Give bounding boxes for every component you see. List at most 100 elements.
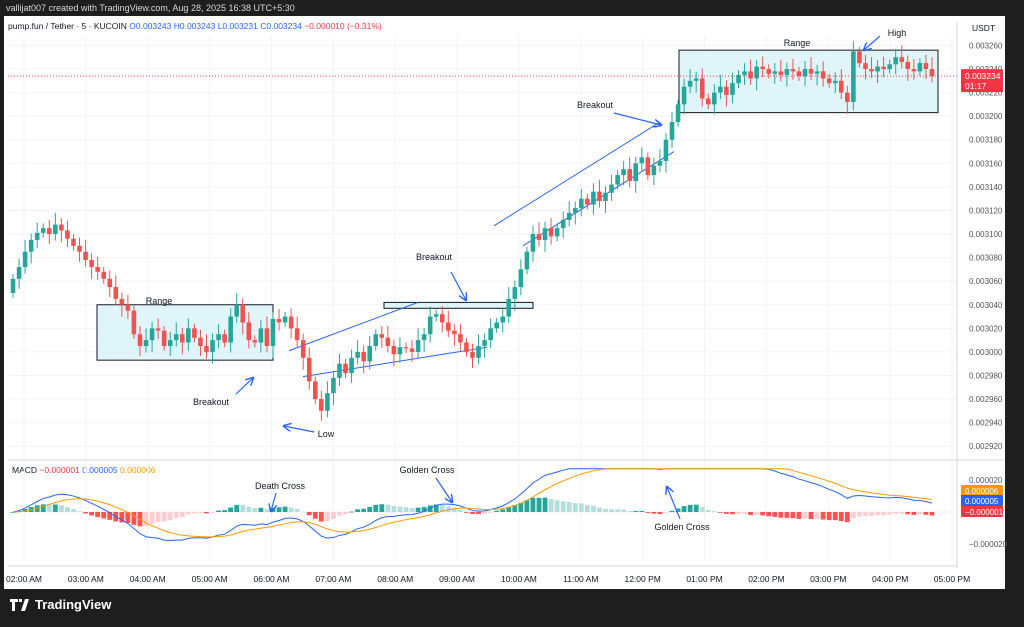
- macd-histogram-bar: [89, 512, 95, 516]
- channel-line-upper-2: [493, 121, 661, 227]
- candle-body: [742, 71, 747, 75]
- candle-body: [887, 64, 892, 70]
- symbol-name[interactable]: pump.fun / Tether · 5 · KUCOIN: [8, 21, 127, 31]
- macd-histogram-bar: [923, 512, 929, 515]
- candle-body: [633, 163, 639, 181]
- y-tick-label: 0.002940: [969, 419, 1003, 428]
- x-tick-label: 04:00 AM: [130, 574, 166, 584]
- macd-histogram-bar: [439, 505, 445, 512]
- macd-histogram-bar: [512, 505, 518, 512]
- macd-histogram-bar: [584, 505, 590, 512]
- macd-histogram-bar: [681, 506, 687, 512]
- candle-body: [22, 251, 28, 268]
- candle-body: [530, 234, 536, 252]
- macd-histogram-bar: [331, 512, 336, 519]
- x-tick-label: 04:00 PM: [872, 574, 908, 584]
- macd-histogram-bar: [52, 504, 58, 512]
- candle-body: [482, 340, 487, 347]
- candle-body: [113, 287, 119, 299]
- ohlc-high: H0.003243: [173, 21, 216, 31]
- candle-body: [77, 245, 82, 252]
- macd-histogram-bar: [905, 512, 911, 515]
- annotation-breakout-3: Breakout: [577, 100, 614, 110]
- macd-histogram-bar: [772, 512, 778, 517]
- candle-body: [778, 71, 784, 75]
- macd-histogram-bar: [421, 507, 427, 512]
- candle-body: [838, 80, 844, 93]
- macd-histogram-bar: [590, 505, 596, 512]
- ohlc-close: C0.003234: [260, 21, 302, 31]
- candle-body: [65, 230, 70, 239]
- signal-line: [13, 468, 933, 538]
- macd-histogram-bar: [844, 512, 850, 523]
- tradingview-logo[interactable]: TradingView: [10, 597, 111, 612]
- candle-body: [579, 198, 584, 209]
- macd-histogram-bar: [832, 512, 838, 521]
- candle-body: [155, 328, 161, 331]
- candle-body: [560, 219, 566, 229]
- macd-histogram-bar: [863, 512, 868, 517]
- candle-body: [657, 160, 663, 166]
- macd-histogram-bar: [518, 502, 524, 512]
- macd-histogram-bar: [736, 512, 741, 515]
- candle-body: [699, 78, 705, 99]
- macd-histogram-bar: [893, 512, 899, 514]
- macd-histogram-bar: [312, 512, 318, 519]
- macd-histogram-bar: [125, 512, 131, 524]
- candle-body: [331, 377, 336, 394]
- macd-histogram-bar: [778, 512, 784, 518]
- macd-histogram-bar: [814, 512, 820, 519]
- annotation-golden-cross-1: Golden Cross: [399, 465, 455, 475]
- candle-body: [373, 334, 379, 347]
- candle-body: [651, 165, 657, 176]
- y-tick-label: 0.003100: [969, 230, 1003, 239]
- macd-histogram-bar: [34, 505, 40, 512]
- candle-body: [772, 71, 778, 74]
- candle-body: [452, 330, 457, 335]
- macd-histogram-bar: [675, 508, 681, 512]
- macd-histogram-bar: [869, 512, 874, 516]
- macd-histogram-bar: [524, 500, 530, 512]
- macd-histogram-bar: [826, 512, 832, 521]
- macd-histogram-bar: [252, 508, 258, 512]
- candle-body: [71, 238, 76, 246]
- macd-histogram-bar: [711, 511, 717, 513]
- macd-badge-macd-bg: [961, 506, 1003, 517]
- macd-histogram-bar: [367, 506, 373, 512]
- candle-body: [47, 228, 52, 235]
- candle-body: [814, 71, 820, 74]
- candle-body: [131, 310, 137, 335]
- channel-line-upper-1: [288, 301, 419, 352]
- candle-body: [198, 337, 203, 347]
- macd-legend-name: MACD: [12, 465, 38, 475]
- snapshot-caption: vallijat007 created with TradingView.com…: [6, 3, 295, 13]
- candle-body: [796, 71, 802, 77]
- macd-histogram-bar: [657, 512, 663, 515]
- macd-histogram-bar: [784, 512, 790, 518]
- candle-body: [95, 267, 100, 272]
- breakout-level-box: [383, 301, 534, 309]
- macd-histogram-bar: [730, 512, 735, 515]
- macd-histogram-bar: [609, 509, 614, 512]
- macd-histogram-bar: [766, 512, 772, 517]
- macd-histogram-bar: [597, 507, 602, 512]
- candle-body: [228, 316, 233, 343]
- candle-body: [663, 139, 669, 161]
- macd-histogram-bar: [578, 503, 584, 512]
- macd-histogram-bar: [693, 504, 699, 512]
- macd-line: [12, 468, 933, 542]
- arrow-golden-cross-1: [435, 477, 452, 502]
- y-tick-label: 0.003220: [969, 89, 1003, 98]
- macd-histogram-bar: [754, 512, 760, 515]
- macd-histogram-bar: [300, 511, 306, 513]
- macd-histogram-bar: [379, 504, 385, 512]
- y-tick-label: 0.002980: [969, 371, 1003, 380]
- candle-body: [379, 334, 385, 338]
- candle-body: [28, 239, 34, 252]
- candle-body: [869, 69, 874, 72]
- candle-body: [512, 287, 518, 299]
- candle-body: [192, 328, 197, 338]
- candle-body: [899, 57, 905, 62]
- y-tick-label: 0.002960: [969, 395, 1003, 404]
